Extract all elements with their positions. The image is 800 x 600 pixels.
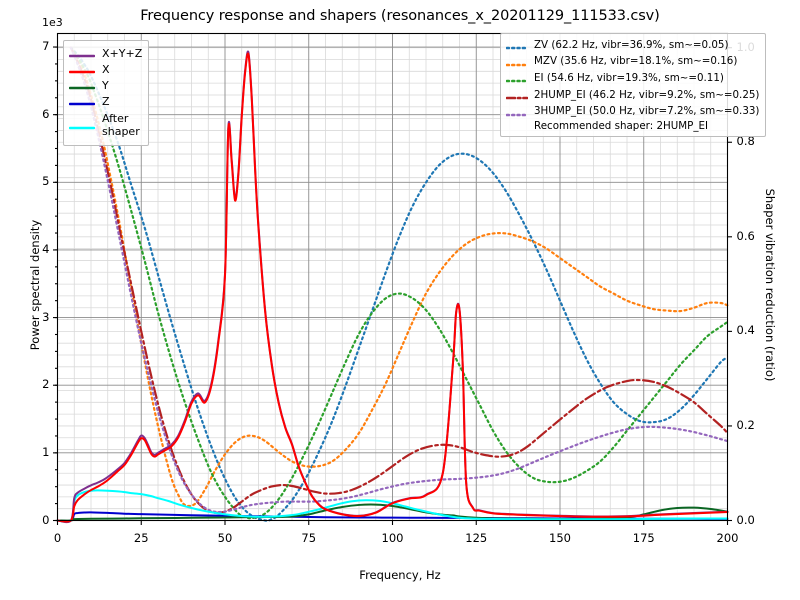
y-tick-label-left: 6 bbox=[42, 106, 50, 121]
y-tick-label-left: 5 bbox=[42, 174, 50, 189]
legend-swatch-line bbox=[68, 63, 96, 75]
legend-item-label: 2HUMP_EI (46.2 Hz, vibr=9.2%, sm~=0.25) bbox=[534, 88, 760, 101]
x-tick-label: 175 bbox=[632, 531, 655, 545]
legend-item-label: 3HUMP_EI (50.0 Hz, vibr=7.2%, sm~=0.33) bbox=[534, 105, 760, 118]
y-axis-label-right: Shaper vibration reduction (ratio) bbox=[763, 188, 777, 382]
y-tick-label-right: 0.4 bbox=[736, 323, 755, 338]
legend-swatch-line bbox=[505, 72, 529, 84]
legend-item-z: Z bbox=[68, 93, 142, 109]
x-tick-label: 150 bbox=[549, 531, 571, 545]
x-tick-label: 0 bbox=[53, 531, 62, 545]
y-tick-label-left: 7 bbox=[42, 39, 50, 54]
legend-item-3hump-ei: 3HUMP_EI (50.0 Hz, vibr=7.2%, sm~=0.33) bbox=[505, 103, 760, 120]
legend-swatch-line bbox=[68, 95, 96, 107]
legend-signals: X+Y+Z X Y Z After shaper bbox=[63, 40, 150, 146]
legend-swatch-line bbox=[68, 119, 96, 131]
legend-item-mzv: MZV (35.6 Hz, vibr=18.1%, sm~=0.16) bbox=[505, 54, 759, 71]
legend-item-label: Y bbox=[102, 78, 109, 92]
y-tick-label-left: 3 bbox=[42, 309, 50, 324]
legend-item-y: Y bbox=[68, 77, 142, 93]
x-tick-label: 200 bbox=[716, 531, 739, 545]
legend-item-label: X+Y+Z bbox=[102, 46, 143, 60]
y-tick-label-right: 0.2 bbox=[736, 417, 755, 432]
series-line-after-shaper bbox=[56, 489, 729, 523]
legend-shapers: ZV (62.2 Hz, vibr=36.9%, sm~=0.05) MZV (3… bbox=[500, 33, 767, 137]
y-tick-label-left: 4 bbox=[42, 241, 50, 256]
x-tick-label: 75 bbox=[301, 531, 317, 545]
x-axis-label: Frequency, Hz bbox=[359, 568, 441, 582]
series-line-2hump-ei bbox=[69, 46, 729, 514]
legend-swatch-line bbox=[505, 89, 529, 101]
x-tick-label: 50 bbox=[217, 531, 233, 545]
legend-item-label: MZV (35.6 Hz, vibr=18.1%, sm~=0.16) bbox=[534, 55, 738, 68]
legend-swatch-line bbox=[505, 39, 529, 51]
x-tick-label: 125 bbox=[465, 531, 488, 545]
x-tick-label: 25 bbox=[133, 531, 149, 545]
y-tick-label-left: 1 bbox=[42, 444, 50, 459]
legend-item-label: EI (54.6 Hz, vibr=19.3%, sm~=0.11) bbox=[534, 71, 724, 84]
series-line-ei bbox=[69, 46, 729, 520]
legend-item-label: X bbox=[102, 62, 110, 76]
legend-item-x+y+z: X+Y+Z bbox=[68, 45, 143, 61]
y-tick-label-right: 0.8 bbox=[736, 134, 755, 149]
legend-item-zv: ZV (62.2 Hz, vibr=36.9%, sm~=0.05) bbox=[505, 37, 759, 54]
legend-swatch-line bbox=[68, 79, 96, 91]
recommended-shaper-note: Recommended shaper: 2HUMP_EI bbox=[534, 119, 709, 132]
y-tick-label-left: 0 bbox=[42, 512, 50, 527]
y-tick-label-left: 2 bbox=[42, 377, 50, 392]
series-line-3hump-ei bbox=[69, 46, 729, 514]
legend-item-label: After shaper bbox=[102, 112, 140, 138]
x-tick-label: 100 bbox=[381, 531, 404, 545]
y-tick-label-right: 0.0 bbox=[736, 512, 755, 527]
legend-swatch-line bbox=[505, 106, 529, 118]
legend-item-after-shaper: After shaper bbox=[68, 109, 142, 141]
legend-item-label: Z bbox=[102, 94, 110, 108]
series-line-zv bbox=[69, 46, 729, 522]
page-title: Frequency response and shapers (resonanc… bbox=[140, 8, 660, 24]
y-axis-offset-text: 1e3 bbox=[42, 16, 63, 29]
series-line-mzv bbox=[69, 46, 729, 508]
y-tick-label-right: 0.6 bbox=[736, 228, 755, 243]
legend-item-label: ZV (62.2 Hz, vibr=36.9%, sm~=0.05) bbox=[534, 38, 729, 51]
legend-swatch-line bbox=[68, 47, 96, 59]
series-line-x bbox=[56, 52, 729, 523]
legend-item-x: X bbox=[68, 61, 142, 77]
legend-item-ei: EI (54.6 Hz, vibr=19.3%, sm~=0.11) bbox=[505, 70, 759, 87]
legend-item-2hump-ei: 2HUMP_EI (46.2 Hz, vibr=9.2%, sm~=0.25) bbox=[505, 87, 760, 104]
y-axis-label-left: Power spectral density bbox=[28, 219, 42, 351]
legend-swatch-line bbox=[505, 56, 529, 68]
